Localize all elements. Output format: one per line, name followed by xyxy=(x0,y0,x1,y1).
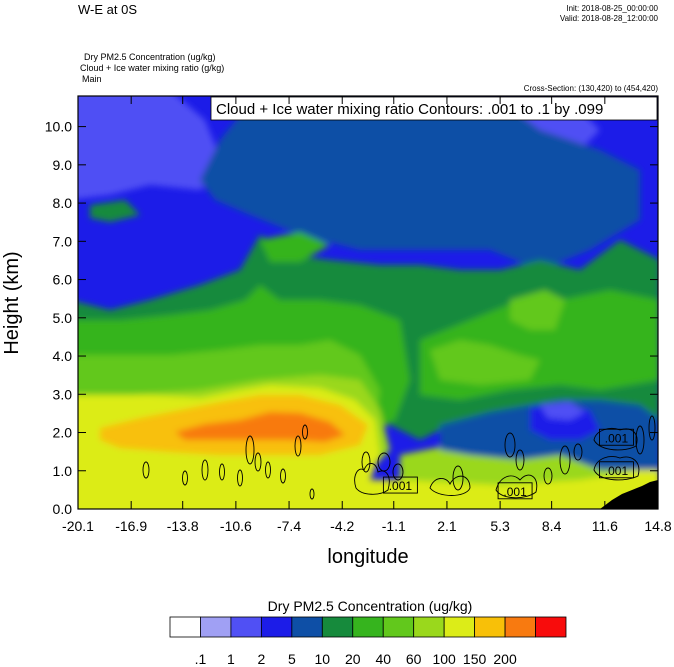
colorbar-swatch xyxy=(200,616,232,638)
y-axis: 0.0 1.0 2.0 3.0 4.0 5.0 6.0 7.0 8.0 9.0 10.0 xyxy=(45,119,658,517)
colorbar-title: Dry PM2.5 Concentration (ug/kg) xyxy=(268,598,473,614)
colorbar-label: 100 xyxy=(432,651,456,667)
colorbar-label: 1 xyxy=(227,651,235,667)
x-tick-label: -1.1 xyxy=(382,518,406,534)
cloud-contours xyxy=(142,415,656,500)
plot-area: .001 .001 .001 .001 xyxy=(78,96,658,509)
contour-label: .001 xyxy=(605,431,629,445)
colorbar-label: 40 xyxy=(375,651,391,667)
x-tick-label: 5.3 xyxy=(490,518,510,534)
contour-label: .001 xyxy=(605,464,629,478)
colorbar-label: 20 xyxy=(345,651,361,667)
colorbar-label: 60 xyxy=(406,651,422,667)
y-tick-label: 8.0 xyxy=(53,195,73,211)
contour-label-box xyxy=(497,482,533,500)
colorbar-swatch xyxy=(321,616,354,638)
x-tick-label: 8.4 xyxy=(542,518,562,534)
y-tick-label: 2.0 xyxy=(53,425,73,441)
colorbar-swatch xyxy=(504,616,536,638)
colorbar-label: 10 xyxy=(315,651,331,667)
colorbar: .1 1 2 5 10 20 40 60 100 150 200 xyxy=(169,616,567,667)
contour-label-box xyxy=(599,461,634,479)
contour-info-label: Cloud + Ice water mixing ratio Contours:… xyxy=(216,101,603,118)
contour-label: .001 xyxy=(503,485,527,499)
colorbar-label: 2 xyxy=(257,651,265,667)
x-tick-label: -16.9 xyxy=(115,518,147,534)
y-tick-label: 1.0 xyxy=(53,463,73,479)
y-axis-title: Height (km) xyxy=(1,251,23,354)
contour-label-box xyxy=(599,428,634,446)
valid-time: Valid: 2018-08-28_12:00:00 xyxy=(560,14,659,23)
field-name-pm25: Dry PM2.5 Concentration (ug/kg) xyxy=(84,52,216,62)
contour-label-box xyxy=(382,476,418,494)
x-tick-label: -20.1 xyxy=(62,518,94,534)
x-tick-label: 2.1 xyxy=(437,518,457,534)
colorbar-label: .1 xyxy=(195,651,207,667)
y-tick-label: 5.0 xyxy=(53,310,73,326)
x-tick-label: -10.6 xyxy=(220,518,252,534)
colorbar-swatch xyxy=(535,616,567,638)
colorbar-swatch xyxy=(382,616,415,638)
y-tick-label: 7.0 xyxy=(53,233,73,249)
x-axis-title: longitude xyxy=(327,546,408,568)
colorbar-label: 200 xyxy=(493,651,517,667)
x-tick-label: -7.4 xyxy=(277,518,301,534)
y-tick-label: 0.0 xyxy=(53,501,73,517)
contour-label: .001 xyxy=(389,479,413,493)
y-tick-label: 6.0 xyxy=(53,272,73,288)
contour-labels: .001 .001 .001 .001 xyxy=(382,428,634,500)
y-tick-label: 3.0 xyxy=(53,386,73,402)
y-tick-label: 10.0 xyxy=(45,119,72,135)
init-time: Init: 2018-08-25_00:00:00 xyxy=(566,4,658,13)
colorbar-swatch xyxy=(352,616,384,638)
colorbar-label: 5 xyxy=(288,651,296,667)
colorbar-label: 150 xyxy=(463,651,487,667)
terrain xyxy=(600,480,658,509)
cross-section-label: Cross-Section: (130,420) to (454,420) xyxy=(524,84,659,93)
colorbar-swatch xyxy=(260,616,293,638)
field-name-main: Main xyxy=(82,74,102,84)
colorbar-swatch xyxy=(291,616,323,638)
colorbar-swatch xyxy=(230,616,262,638)
y-tick-label: 9.0 xyxy=(53,157,73,173)
concentration-field xyxy=(78,96,658,509)
field-name-cloud: Cloud + Ice water mixing ratio (g/kg) xyxy=(80,63,224,73)
x-tick-label: -4.2 xyxy=(330,518,354,534)
plot-title: W-E at 0S xyxy=(78,2,137,17)
colorbar-swatch xyxy=(443,616,476,638)
plot-border xyxy=(77,95,659,510)
x-tick-label: 11.6 xyxy=(592,518,618,534)
colorbar-swatch xyxy=(413,616,445,638)
contour-info-box xyxy=(210,96,658,121)
x-axis: -20.1 -16.9 -13.8 -10.6 -7.4 -4.2 -1.1 2.1 5.3 8.… xyxy=(62,96,672,534)
colorbar-swatch xyxy=(474,616,506,638)
x-tick-label: -13.8 xyxy=(167,518,199,534)
x-tick-label: 14.8 xyxy=(644,518,671,534)
y-tick-label: 4.0 xyxy=(53,348,73,364)
colorbar-swatch xyxy=(169,616,201,638)
